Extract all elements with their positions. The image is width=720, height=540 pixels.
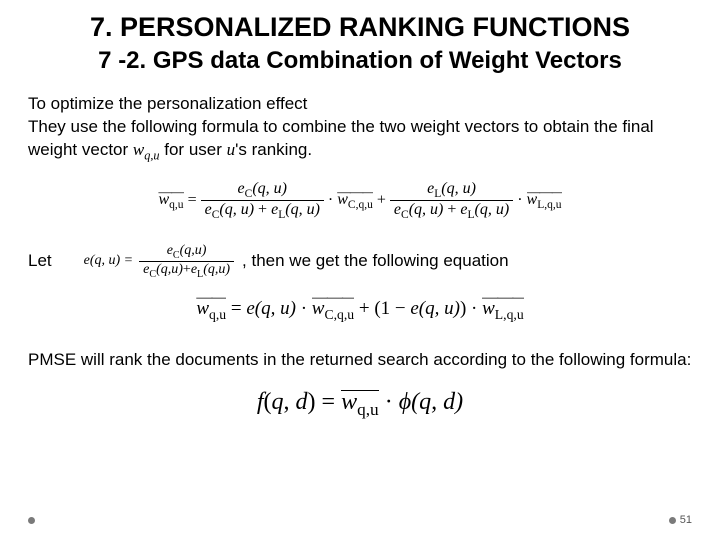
let-row: Let e(q, u) = eC(q,u) eC(q,u)+eL(q,u) , … [28,243,692,280]
f2d-s2: L [467,209,474,221]
f1d-e1: e [205,201,212,218]
f1-wL-sub: L,q,u [537,199,561,211]
f2-e2: e(q, u) [410,298,460,319]
f3-d: d [296,389,308,415]
wqu-sub: q,u [144,148,159,162]
ld-a1: (q,u) [156,262,183,277]
f2-wL-sub: L,q,u [495,307,524,322]
intro-line2: They use the following formula to combin… [28,116,692,164]
f1-wC-sub: C,q,u [348,199,373,211]
page-number: 51 [680,514,692,526]
ld-a2: (q,u) [203,262,230,277]
f3-close: ) [308,389,316,415]
vec-wL: ———→wL,q,u [527,191,562,211]
f2d-s1: C [401,209,409,221]
intro-line2-post: for user [160,140,227,159]
f1-eq: = [188,191,201,208]
arrow-icon: ———→ [337,184,373,200]
f3-dot: · [385,389,399,415]
ld-plus: + [183,262,191,277]
intro-line2-tail: 's ranking. [235,140,312,159]
arrow-icon: ———→ [527,184,562,200]
f2-plus: + [359,298,374,319]
f2-e1: e(q, u) [246,298,296,319]
f1d-a2: (q, u) [285,201,320,218]
let-frac-num: eC(q,u) [139,243,234,261]
f1-frac1-den: eC(q, u) + eL(q, u) [201,200,324,221]
f2d-a2: (q, u) [475,201,510,218]
wqu-base: w [133,140,144,159]
slide: 7. PERSONALIZED RANKING FUNCTIONS 7 -2. … [0,0,720,540]
ln-s: C [173,250,180,261]
formula-3: f(q, d) = ——→wq,u · ϕ(q, d) [28,389,692,420]
f3-phiargs: (q, d) [411,389,463,415]
ln-a: (q,u) [180,243,207,258]
f1n-e: e [238,180,245,197]
intro-line1: To optimize the personalization effect [28,93,692,116]
f2n-args: (q, u) [441,180,476,197]
f2d-e1: e [394,201,401,218]
formula-1: ——→wq,u = eC(q, u) eC(q, u) + eL(q, u) ·… [28,180,692,221]
vec-wC: ———→wC,q,u [337,191,373,211]
f1d-plus: + [254,201,271,218]
arrow-icon: ——→ [341,378,379,401]
let-frac: eC(q,u) eC(q,u)+eL(q,u) [139,243,234,280]
vec-wL-2: ———→wL,q,u [482,298,524,323]
f2-dot2: · [471,298,482,319]
pmse-text: PMSE will rank the documents in the retu… [28,349,692,372]
section-subtitle: 7 -2. GPS data Combination of Weight Vec… [28,47,692,75]
intro-paragraph: To optimize the personalization effect T… [28,93,692,164]
f2-eq: = [231,298,246,319]
f1-dot2: · [517,191,526,208]
f1-dot1: · [328,191,337,208]
f2-oneminus: (1 − [374,298,410,319]
f3-q: q [272,389,284,415]
f2-wC-sub: C,q,u [324,307,354,322]
vec-wqu-3: ——→wq,u [341,389,379,420]
f1-frac2: eL(q, u) eC(q, u) + eL(q, u) [390,180,513,221]
let-frac-den: eC(q,u)+eL(q,u) [139,261,234,280]
vec-wqu-2: ——→wq,u [196,298,226,323]
f2-dot1: · [301,298,312,319]
footer-dot-right [669,517,676,524]
f1-plus: + [377,191,390,208]
f3-comma: , [284,389,296,415]
formula-2: ——→wq,u = e(q, u) · ———→wC,q,u + (1 − e(… [28,298,692,323]
f1-frac1-num: eC(q, u) [201,180,324,200]
f3-phi: ϕ [399,389,411,415]
f2d-plus: + [443,201,460,218]
f3-open: ( [264,389,272,415]
vec-wqu: ——→wq,u [158,191,183,211]
f1d-a1: (q, u) [219,201,254,218]
wqu-symbol: wq,u [133,140,160,159]
u-symbol: u [227,140,236,159]
f1-frac2-den: eC(q, u) + eL(q, u) [390,200,513,221]
f1n-args: (q, u) [252,180,287,197]
footer-dot-left [28,517,35,524]
arrow-icon: ———→ [312,289,354,307]
f3-eq: = [322,389,342,415]
f2-lhs-sub: q,u [209,307,226,322]
f2-close: ) [460,298,466,319]
let-tail: , then we get the following equation [242,251,509,271]
arrow-icon: ———→ [482,289,524,307]
page-number-group: 51 [669,514,692,526]
let-eargs: e(q, u) = [84,253,134,269]
f2d-a1: (q, u) [409,201,444,218]
intro-line2-pre: They use the following formula to combin… [28,117,654,159]
f1-lhs-sub: q,u [169,199,183,211]
f1-frac1: eC(q, u) eC(q, u) + eL(q, u) [201,180,324,221]
vec-wC-2: ———→wC,q,u [312,298,354,323]
arrow-icon: ——→ [196,289,226,307]
f3-f: f [257,389,264,415]
let-label: Let [28,251,52,271]
section-title: 7. PERSONALIZED RANKING FUNCTIONS [28,12,692,43]
f1-frac2-num: eL(q, u) [390,180,513,200]
f3-wsub: q,u [357,400,379,419]
footer: 51 [0,514,720,526]
arrow-icon: ——→ [158,184,183,200]
let-formula: e(q, u) = eC(q,u) eC(q,u)+eL(q,u) [84,243,234,280]
